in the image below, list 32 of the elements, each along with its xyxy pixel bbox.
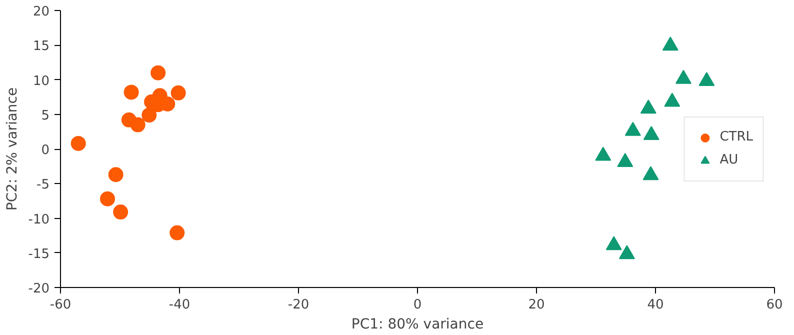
point — [618, 245, 635, 260]
legend-label: AU — [720, 152, 740, 168]
point — [124, 84, 139, 100]
x-tick-label: 40 — [647, 298, 664, 312]
point — [113, 204, 128, 220]
y-tick-label: 0 — [41, 143, 50, 158]
point — [100, 191, 116, 206]
y-tick-label: 15 — [32, 39, 50, 54]
x-tick-label: 20 — [528, 298, 545, 312]
x-tick-label: -20 — [288, 298, 310, 312]
x-tick-label: 0 — [413, 298, 422, 312]
x-axis-title: PC1: 80% variance — [351, 316, 484, 332]
point — [606, 236, 622, 250]
y-tick-label: 10 — [32, 74, 50, 89]
y-tick-label: -5 — [36, 178, 50, 193]
y-tick-label: 5 — [41, 108, 50, 124]
point — [108, 167, 124, 182]
y-tick-label: -20 — [28, 282, 50, 296]
x-tick-label: 60 — [766, 298, 783, 312]
y-tick-label: -10 — [28, 212, 50, 228]
x-tick-label: -40 — [168, 298, 190, 312]
point — [142, 108, 157, 123]
point — [150, 65, 166, 80]
y-axis-title: PC2: 2% variance — [4, 87, 20, 211]
y-tick-label: -15 — [28, 246, 50, 262]
point — [130, 117, 146, 132]
point — [170, 85, 186, 100]
point — [170, 225, 185, 240]
y-tick-label: 20 — [32, 4, 50, 20]
legend-label: CTRL — [720, 130, 753, 144]
point — [70, 136, 86, 151]
x-tick-label: -60 — [50, 298, 72, 312]
